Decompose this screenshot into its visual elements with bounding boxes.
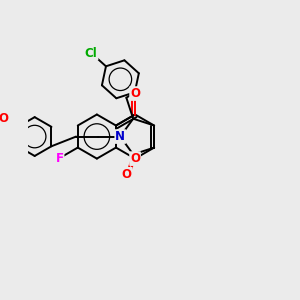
Text: O: O <box>0 112 8 125</box>
Text: O: O <box>130 152 140 165</box>
Text: N: N <box>115 130 125 143</box>
Text: O: O <box>130 87 140 100</box>
Text: F: F <box>56 152 64 165</box>
Text: Cl: Cl <box>85 46 98 59</box>
Text: O: O <box>122 168 132 181</box>
